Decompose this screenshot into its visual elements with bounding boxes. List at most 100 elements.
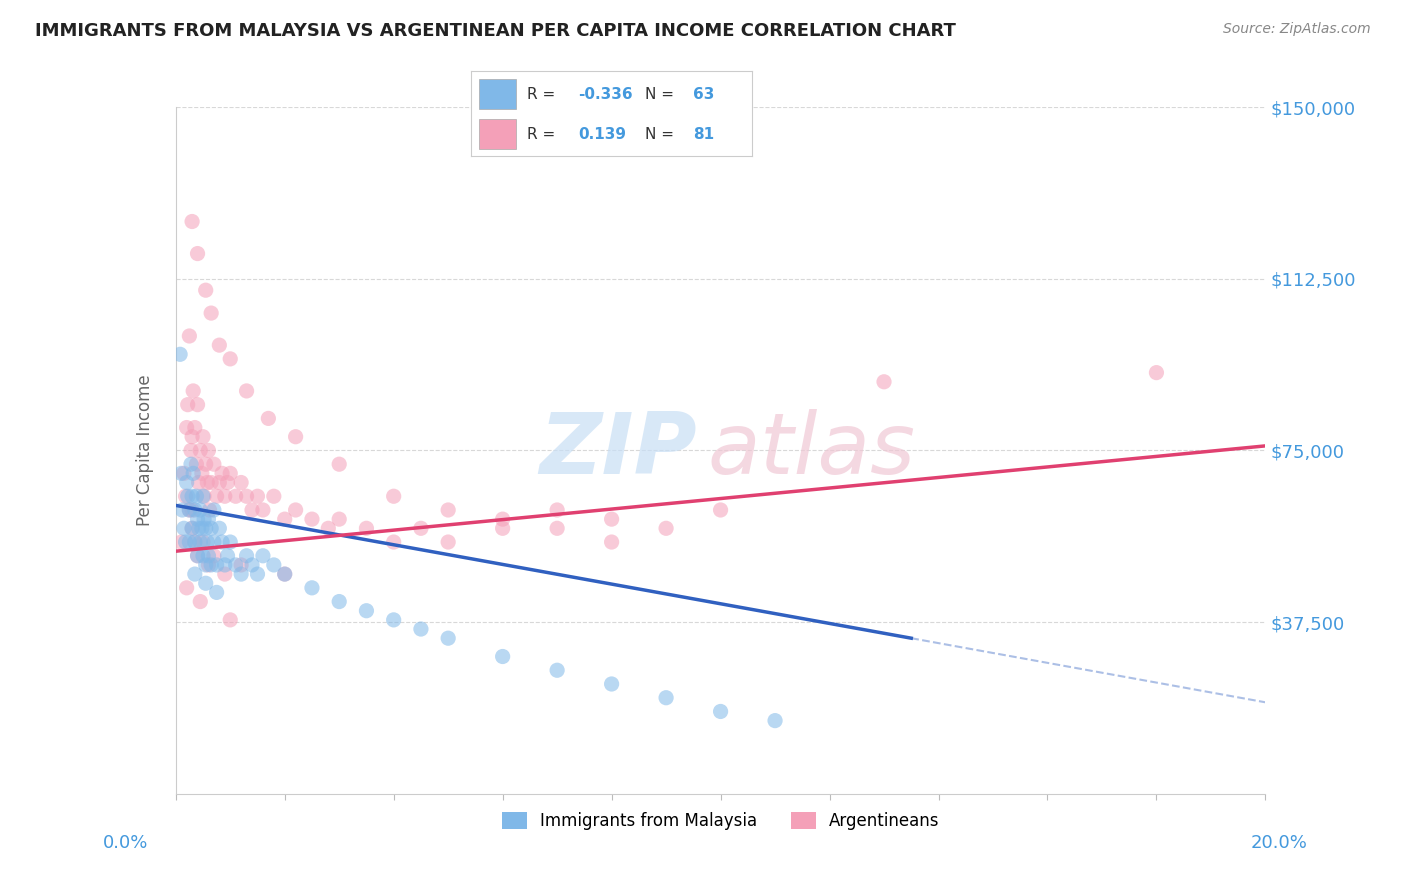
Point <box>194 576 217 591</box>
Point <box>409 622 432 636</box>
Point <box>437 535 460 549</box>
Point <box>301 581 323 595</box>
Text: -0.336: -0.336 <box>578 87 633 102</box>
Point <box>170 467 193 481</box>
Point <box>191 535 214 549</box>
Point <box>181 430 204 444</box>
Point <box>873 375 896 389</box>
Point <box>246 489 269 503</box>
Text: R =: R = <box>527 87 561 102</box>
Point <box>194 457 217 471</box>
Point <box>188 443 211 458</box>
Point <box>202 503 225 517</box>
Point <box>181 467 204 481</box>
Point <box>437 631 460 645</box>
Point <box>181 521 204 535</box>
Point <box>284 430 307 444</box>
Point <box>328 457 350 471</box>
Point <box>194 521 217 535</box>
Point <box>710 705 733 719</box>
Point <box>382 613 405 627</box>
Point <box>205 558 228 572</box>
Point <box>191 549 214 563</box>
Point <box>546 503 568 517</box>
Point <box>600 677 623 691</box>
Point <box>231 567 253 582</box>
Point <box>186 549 209 563</box>
Point <box>356 521 378 535</box>
Point <box>193 489 215 503</box>
Point <box>492 521 515 535</box>
Point <box>188 503 211 517</box>
Point <box>655 521 678 535</box>
Point <box>208 475 231 490</box>
Point <box>1144 366 1167 380</box>
Point <box>195 475 218 490</box>
Point <box>187 475 209 490</box>
Point <box>240 558 263 572</box>
Point <box>263 489 285 503</box>
Text: IMMIGRANTS FROM MALAYSIA VS ARGENTINEAN PER CAPITA INCOME CORRELATION CHART: IMMIGRANTS FROM MALAYSIA VS ARGENTINEAN … <box>35 22 956 40</box>
Point <box>174 535 197 549</box>
Point <box>200 306 222 320</box>
Point <box>328 512 350 526</box>
Bar <box>479 119 516 149</box>
Point <box>188 535 211 549</box>
Point <box>186 489 208 503</box>
Point <box>181 521 204 535</box>
Point <box>176 475 198 490</box>
Point <box>202 535 225 549</box>
Point <box>186 512 209 526</box>
Point <box>205 585 228 599</box>
Point <box>263 558 285 572</box>
Point <box>180 457 202 471</box>
Point <box>246 567 269 582</box>
Point <box>186 398 209 412</box>
Point <box>191 521 214 535</box>
Point <box>194 283 217 297</box>
Point <box>219 535 242 549</box>
Text: 20.0%: 20.0% <box>1251 834 1308 852</box>
Point <box>184 567 207 582</box>
Text: R =: R = <box>527 127 561 142</box>
Text: 81: 81 <box>693 127 714 142</box>
Bar <box>479 79 516 110</box>
Point <box>219 351 242 366</box>
Point <box>274 512 297 526</box>
Point <box>217 475 239 490</box>
Point <box>211 467 233 481</box>
Point <box>197 558 219 572</box>
Point <box>382 489 405 503</box>
Point <box>191 430 214 444</box>
Legend: Immigrants from Malaysia, Argentineans: Immigrants from Malaysia, Argentineans <box>495 805 946 837</box>
Point <box>492 649 515 664</box>
Point <box>356 604 378 618</box>
Point <box>184 535 207 549</box>
Point <box>235 489 257 503</box>
Point <box>301 512 323 526</box>
Y-axis label: Per Capita Income: Per Capita Income <box>136 375 155 526</box>
Point <box>318 521 340 535</box>
Point <box>184 420 207 434</box>
Point <box>191 467 214 481</box>
Point <box>197 512 219 526</box>
Point <box>600 535 623 549</box>
Point <box>194 558 217 572</box>
Point <box>214 489 236 503</box>
Text: N =: N = <box>645 127 679 142</box>
Point <box>710 503 733 517</box>
Point <box>181 214 204 228</box>
Point <box>169 347 191 361</box>
Point <box>200 475 222 490</box>
Point <box>186 246 209 260</box>
Point <box>225 489 247 503</box>
Point <box>382 535 405 549</box>
Point <box>173 521 195 535</box>
Point <box>187 521 209 535</box>
Point <box>252 549 274 563</box>
Point <box>231 475 253 490</box>
Point <box>546 521 568 535</box>
Point <box>179 535 201 549</box>
Text: ZIP: ZIP <box>538 409 696 492</box>
Point <box>184 535 207 549</box>
